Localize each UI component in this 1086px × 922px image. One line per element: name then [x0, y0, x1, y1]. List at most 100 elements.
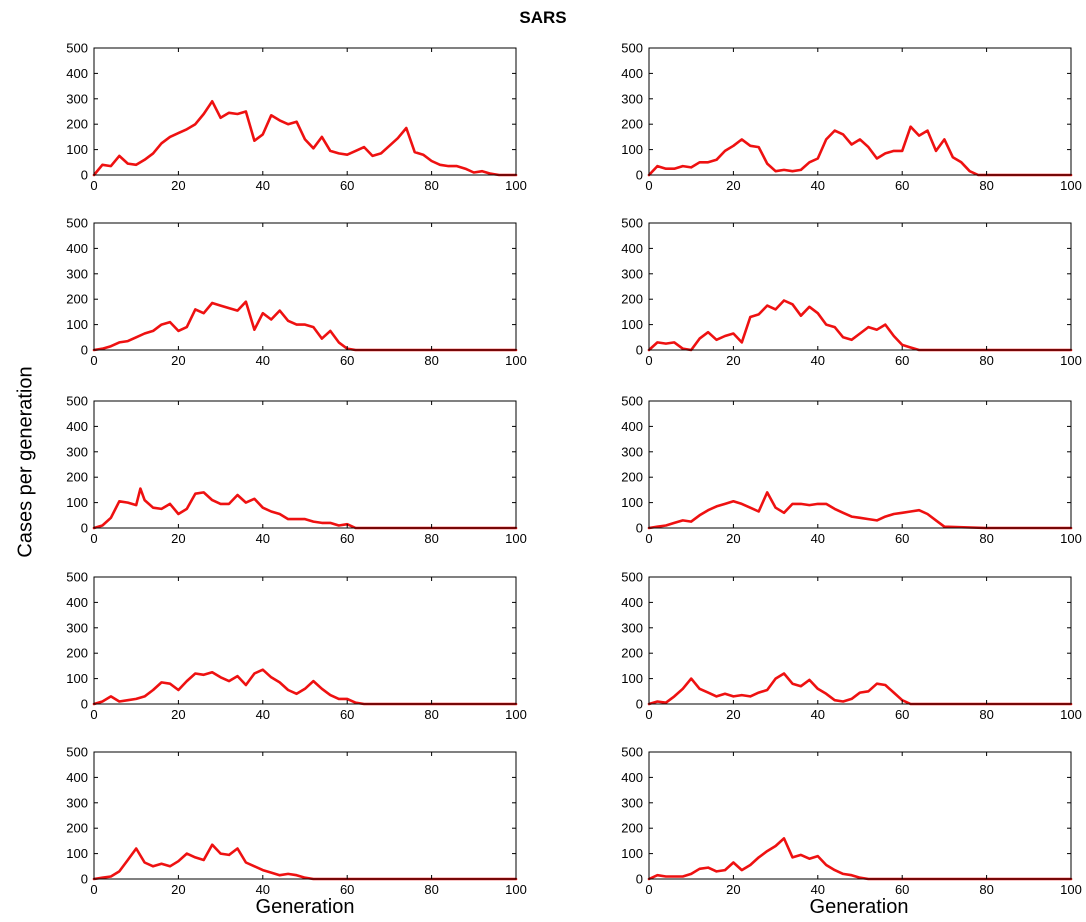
y-tick-label: 300: [66, 620, 88, 635]
x-tick-label: 20: [171, 178, 185, 193]
plot-frame: [93, 47, 517, 176]
x-tick-label: 60: [895, 707, 909, 722]
x-tick-label: 100: [1060, 531, 1082, 546]
x-tick-label: 100: [1060, 707, 1082, 722]
y-tick-label: 100: [66, 846, 88, 861]
y-tick-label: 100: [621, 317, 643, 332]
y-tick-label: 0: [636, 521, 643, 536]
series-line: [92, 100, 518, 177]
x-tick-label: 100: [1060, 353, 1082, 368]
y-tick-label: 500: [621, 216, 643, 231]
x-tick-label: 60: [895, 178, 909, 193]
subplot-4: 0 20 40 60 80 100 0 100 200 300 400 500: [621, 216, 1082, 369]
y-tick-label: 500: [66, 216, 88, 231]
plot-frame: [648, 222, 1072, 351]
y-tick-label: 0: [81, 872, 88, 887]
x-tick-label: 40: [256, 531, 270, 546]
x-tick-label: 80: [979, 353, 993, 368]
x-tick-label: 20: [171, 531, 185, 546]
subplot-3: 0 20 40 60 80 100 0 100 200 300 400 500: [66, 216, 527, 369]
x-tick-label: 80: [979, 178, 993, 193]
x-tick-label: 0: [645, 353, 652, 368]
series-line: [647, 299, 1073, 352]
y-tick-label: 0: [81, 168, 88, 183]
y-tick-label: 400: [66, 419, 88, 434]
y-tick-label: 200: [621, 292, 643, 307]
x-tick-label: 80: [424, 707, 438, 722]
x-axis-label-right: Generation: [809, 896, 909, 918]
x-tick-label: 20: [726, 531, 740, 546]
y-tick-label: 500: [621, 745, 643, 760]
y-tick-label: 100: [621, 671, 643, 686]
y-tick-label: 100: [66, 671, 88, 686]
y-tick-label: 300: [66, 91, 88, 106]
x-tick-label: 80: [424, 882, 438, 897]
subplot-7: 0 20 40 60 80 100 0 100 200 300 400 500: [66, 570, 527, 723]
x-tick-label: 100: [505, 531, 527, 546]
x-tick-label: 0: [645, 882, 652, 897]
x-tick-label: 0: [90, 882, 97, 897]
x-tick-label: 40: [811, 882, 825, 897]
y-tick-label: 100: [621, 142, 643, 157]
y-tick-label: 300: [621, 795, 643, 810]
series-line: [647, 491, 1073, 530]
figure-title: SARS: [519, 8, 567, 27]
x-tick-label: 0: [90, 353, 97, 368]
series-line: [647, 672, 1073, 706]
y-tick-label: 400: [621, 595, 643, 610]
y-tick-label: 0: [81, 343, 88, 358]
y-tick-label: 400: [621, 241, 643, 256]
x-tick-label: 100: [1060, 882, 1082, 897]
x-tick-label: 100: [505, 178, 527, 193]
x-tick-label: 40: [811, 531, 825, 546]
x-tick-label: 40: [256, 707, 270, 722]
y-tick-label: 400: [621, 419, 643, 434]
x-tick-label: 0: [645, 178, 652, 193]
y-tick-label: 200: [621, 646, 643, 661]
plot-frame: [648, 751, 1072, 880]
y-tick-label: 400: [66, 770, 88, 785]
x-tick-label: 100: [1060, 178, 1082, 193]
y-tick-label: 300: [66, 795, 88, 810]
y-tick-label: 500: [621, 41, 643, 56]
y-tick-label: 200: [66, 821, 88, 836]
y-tick-label: 400: [66, 241, 88, 256]
y-tick-label: 0: [81, 521, 88, 536]
x-tick-label: 40: [811, 707, 825, 722]
x-tick-label: 80: [424, 178, 438, 193]
x-tick-label: 60: [340, 882, 354, 897]
x-tick-label: 60: [340, 707, 354, 722]
x-tick-label: 40: [811, 178, 825, 193]
y-tick-label: 300: [66, 266, 88, 281]
x-tick-label: 80: [424, 531, 438, 546]
x-tick-label: 60: [895, 882, 909, 897]
y-tick-label: 0: [636, 343, 643, 358]
x-tick-label: 100: [505, 353, 527, 368]
y-tick-label: 200: [621, 821, 643, 836]
plot-frame: [648, 47, 1072, 176]
y-tick-label: 300: [621, 91, 643, 106]
series-line: [92, 300, 518, 352]
y-tick-label: 300: [621, 620, 643, 635]
subplot-5: 0 20 40 60 80 100 0 100 200 300 400 500: [66, 394, 527, 547]
y-tick-label: 100: [66, 317, 88, 332]
x-tick-label: 0: [90, 707, 97, 722]
x-tick-label: 60: [895, 531, 909, 546]
subplot-8: 0 20 40 60 80 100 0 100 200 300 400 500: [621, 570, 1082, 723]
subplot-10: 0 20 40 60 80 100 0 100 200 300 400 500: [621, 745, 1082, 898]
y-tick-label: 400: [66, 595, 88, 610]
plot-frame: [648, 400, 1072, 529]
x-tick-label: 0: [645, 707, 652, 722]
x-tick-label: 60: [340, 531, 354, 546]
y-tick-label: 200: [621, 470, 643, 485]
subplot-2: 0 20 40 60 80 100 0 100 200 300 400 500: [621, 41, 1082, 194]
plot-frame: [648, 576, 1072, 705]
x-tick-label: 80: [979, 882, 993, 897]
y-tick-label: 500: [66, 570, 88, 585]
x-tick-label: 20: [726, 178, 740, 193]
y-tick-label: 0: [636, 697, 643, 712]
x-axis-label-left: Generation: [255, 896, 355, 918]
plot-frame: [93, 222, 517, 351]
